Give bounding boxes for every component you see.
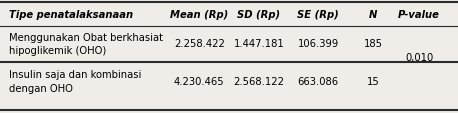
Text: N: N (369, 10, 377, 20)
Text: hipoglikemik (OHO): hipoglikemik (OHO) (9, 45, 106, 55)
Text: dengan OHO: dengan OHO (9, 83, 73, 93)
Text: 1.447.181: 1.447.181 (234, 39, 284, 49)
Text: Menggunakan Obat berkhasiat: Menggunakan Obat berkhasiat (9, 33, 163, 43)
Text: 2.258.422: 2.258.422 (174, 39, 225, 49)
Text: 2.568.122: 2.568.122 (233, 76, 284, 86)
Text: SE (Rp): SE (Rp) (297, 10, 339, 20)
Text: 663.086: 663.086 (298, 76, 339, 86)
Text: P-value: P-value (398, 10, 440, 20)
Text: SD (Rp): SD (Rp) (237, 10, 280, 20)
Text: 0,010: 0,010 (405, 53, 433, 63)
Text: 106.399: 106.399 (298, 39, 339, 49)
Text: 15: 15 (367, 76, 380, 86)
Text: 185: 185 (364, 39, 383, 49)
Text: Tipe penatalaksanaan: Tipe penatalaksanaan (9, 10, 133, 20)
Text: Mean (Rp): Mean (Rp) (170, 10, 229, 20)
Text: Insulin saja dan kombinasi: Insulin saja dan kombinasi (9, 69, 142, 79)
Text: 4.230.465: 4.230.465 (174, 76, 224, 86)
